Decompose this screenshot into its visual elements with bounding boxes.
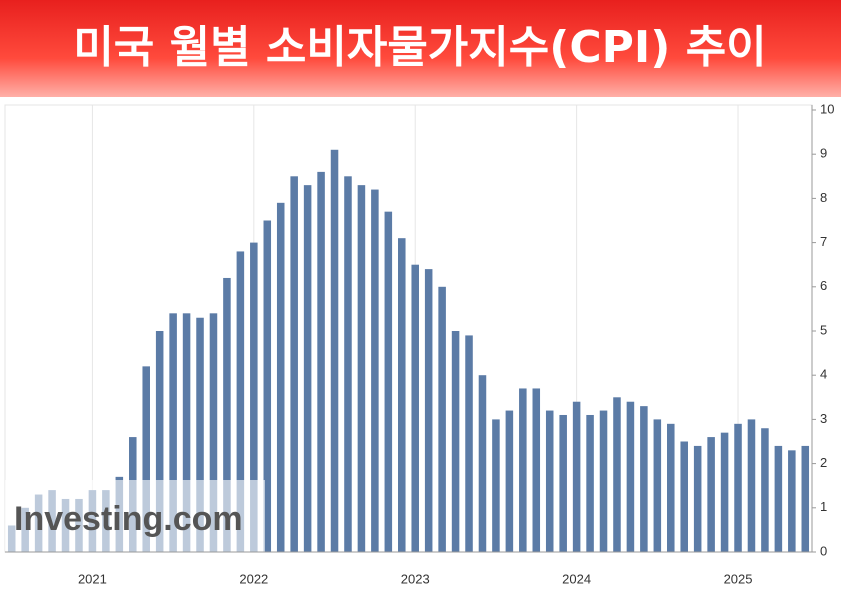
bar [505,410,514,552]
bar [747,419,756,552]
bar [532,388,541,552]
x-tick-label: 2023 [401,571,430,586]
bar [438,286,446,552]
y-tick-label: 8 [820,190,827,205]
watermark: Investing.com [14,500,243,538]
bar [196,317,204,552]
bar [680,441,688,552]
bar [545,410,554,552]
bar [290,176,298,553]
bar [223,277,231,552]
bar [707,437,715,552]
bar [788,450,796,552]
bar [357,185,366,552]
x-tick-label: 2024 [562,571,591,586]
bar [398,238,406,552]
bar [774,445,783,552]
bar [465,335,473,552]
bar [236,251,245,552]
title-banner [0,0,841,97]
bar [519,388,527,552]
bar [653,419,662,552]
y-tick-label: 3 [820,411,827,426]
plot-area [4,104,813,553]
bar [492,419,500,552]
bar [344,176,352,553]
watermark-box [5,480,265,552]
bar [155,331,164,552]
bar [693,445,702,552]
bar [317,171,325,552]
y-tick-label: 1 [820,499,827,514]
bar [250,242,258,552]
bar [626,401,635,552]
bar [559,414,567,552]
y-tick-label: 9 [820,146,827,161]
y-tick-label: 5 [820,322,827,337]
y-tick-label: 7 [820,234,827,249]
y-tick-label: 4 [820,367,827,382]
bar [613,397,621,552]
bar [371,189,379,552]
bar [451,331,460,552]
x-tick-label: 2022 [239,571,268,586]
bar [801,445,810,552]
bar [263,220,272,552]
bar [667,423,675,552]
x-tick-label: 2025 [724,571,753,586]
bar [761,428,769,552]
bar [330,149,339,552]
bar [209,313,218,552]
y-tick-label: 10 [820,101,834,116]
bar [384,211,393,552]
bar [478,375,487,552]
bar [640,406,648,552]
bar [424,269,433,552]
y-tick-label: 6 [820,278,827,293]
bar [734,423,742,552]
bar [586,414,594,552]
bar [142,366,150,552]
x-tick-label: 2021 [78,571,107,586]
bar [276,202,285,552]
bar [572,401,581,552]
bar [303,185,312,552]
bar [182,313,191,552]
bar [411,264,419,552]
y-tick-label: 0 [820,543,827,558]
bar [169,313,177,552]
bar [599,410,608,552]
y-tick-label: 2 [820,455,827,470]
chart-title: 미국 월별 소비자물가지수(CPI) 추이 [73,22,766,73]
bar [720,432,729,552]
